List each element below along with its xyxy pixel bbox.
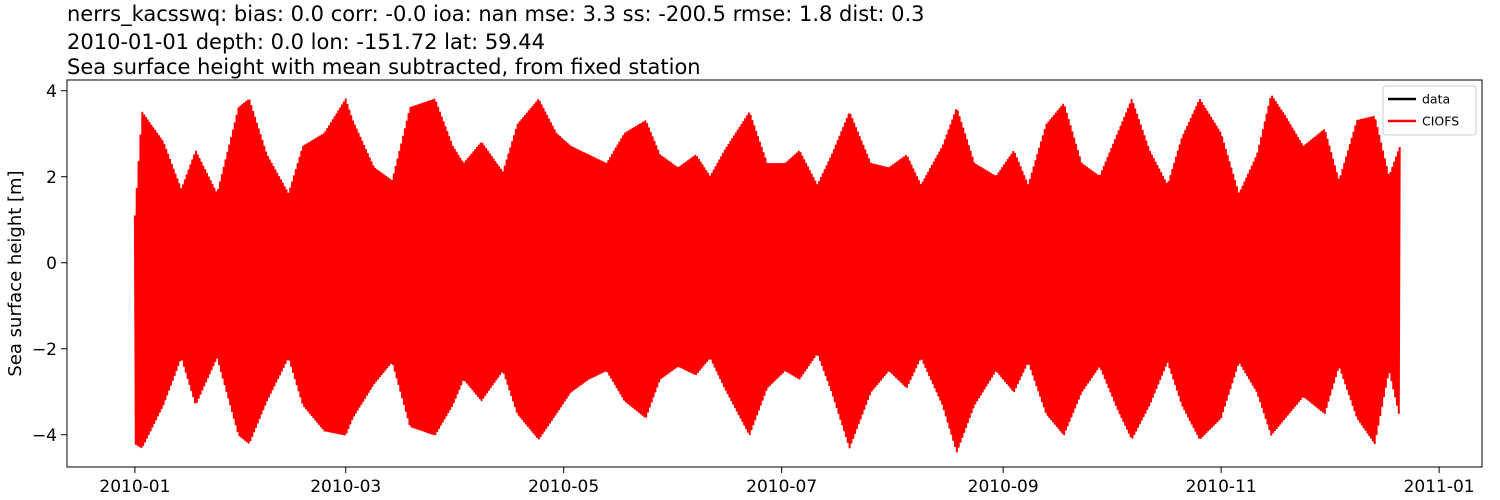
legend-label-data: data	[1422, 92, 1450, 107]
y-axis-label: Sea surface height [m]	[5, 170, 26, 376]
y-tick-label: −2	[32, 340, 57, 360]
x-tick-label: 2010-01	[99, 477, 170, 497]
chart-title-line-2: 2010-01-01 depth: 0.0 lon: -151.72 lat: …	[67, 30, 545, 54]
y-tick-label: 4	[46, 82, 57, 102]
x-tick-label: 2010-05	[528, 477, 599, 497]
x-axis: 2010-01 2010-03 2010-05 2010-07 2010-09 2010-…	[99, 467, 1475, 497]
plot-area-frame	[66, 79, 1483, 468]
series-layer	[133, 95, 1401, 453]
legend-label-ciofs: CIOFS	[1422, 114, 1459, 129]
x-tick-label: 2010-03	[310, 477, 381, 497]
chart-title-line-3: Sea surface height with mean subtracted,…	[67, 55, 701, 79]
y-tick-label: 2	[46, 168, 57, 188]
y-tick-label: −4	[32, 426, 57, 446]
series-line-ciofs	[133, 95, 1401, 453]
x-tick-label: 2010-07	[746, 477, 817, 497]
y-axis: −4 −2 0 2 4	[32, 82, 67, 446]
x-tick-label: 2011-01	[1404, 477, 1475, 497]
x-tick-label: 2010-11	[1186, 477, 1257, 497]
x-tick-label: 2010-09	[968, 477, 1039, 497]
legend: data CIOFS	[1382, 85, 1477, 136]
y-tick-label: 0	[46, 254, 57, 274]
chart-title-line-1: nerrs_kacsswq: bias: 0.0 corr: -0.0 ioa:…	[67, 2, 925, 26]
